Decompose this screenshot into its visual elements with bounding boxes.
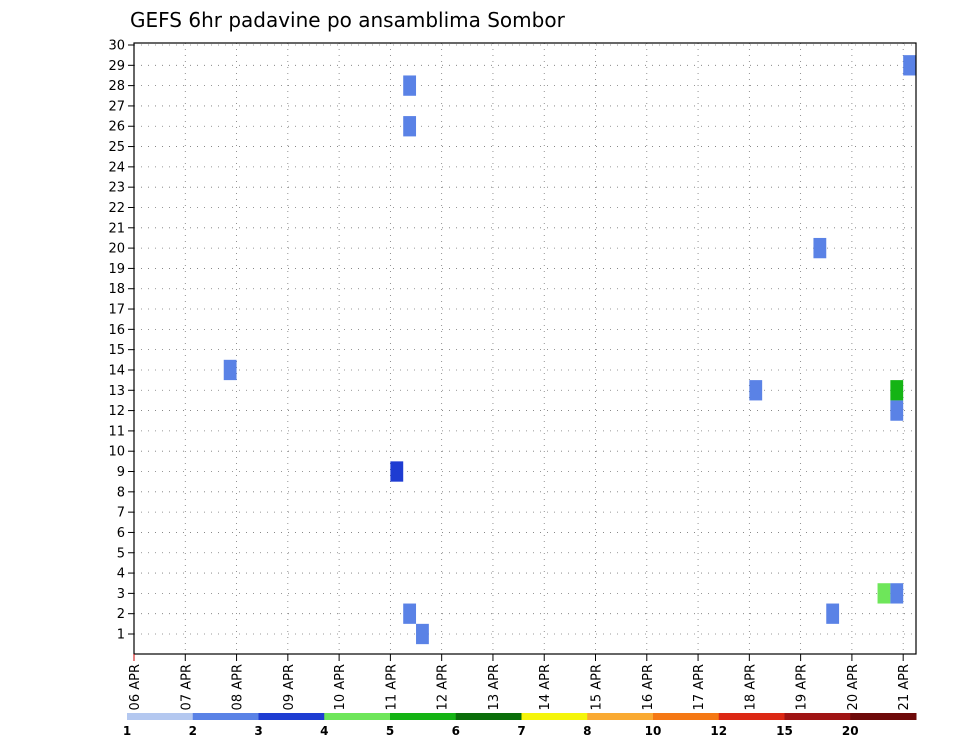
y-tick-label: 12 — [108, 404, 125, 419]
heatmap-cell — [749, 380, 763, 401]
color-scale-label: 2 — [189, 724, 197, 738]
heatmap-cell — [403, 75, 417, 96]
color-scale-label: 8 — [583, 724, 591, 738]
x-tick-label: 06 APR — [128, 664, 143, 710]
color-scale-label: 15 — [776, 724, 793, 738]
y-tick-label: 13 — [108, 384, 125, 399]
color-scale-label: 12 — [710, 724, 727, 738]
y-tick-label: 19 — [108, 262, 125, 277]
y-tick-label: 23 — [108, 181, 125, 196]
color-scale-label: 4 — [320, 724, 328, 738]
x-tick-label: 07 APR — [179, 664, 194, 710]
x-axis-ticks: 06 APR 07 APR 08 APR 09 APR 10 APR 11 APR 12 A… — [128, 654, 912, 710]
color-scale-swatch — [390, 713, 457, 720]
x-tick-label: 11 APR — [384, 664, 399, 710]
x-tick-label: 12 APR — [436, 664, 451, 710]
y-tick-label: 7 — [117, 506, 125, 521]
y-tick-label: 8 — [117, 485, 125, 500]
color-scale-label: 10 — [645, 724, 662, 738]
color-scale-swatch — [718, 713, 785, 720]
color-scale-swatch — [653, 713, 720, 720]
color-scale-label: 1 — [123, 724, 131, 738]
y-tick-label: 22 — [108, 201, 125, 216]
y-tick-label: 17 — [108, 303, 125, 318]
y-tick-label: 30 — [108, 39, 125, 54]
y-tick-label: 2 — [117, 607, 125, 622]
x-tick-label: 16 APR — [641, 664, 656, 710]
y-tick-label: 4 — [117, 567, 125, 582]
y-tick-label: 27 — [108, 99, 125, 114]
x-tick-label: 08 APR — [231, 664, 246, 710]
x-tick-label: 10 APR — [333, 664, 348, 710]
color-scale-swatch — [455, 713, 522, 720]
y-tick-label: 5 — [117, 546, 125, 561]
y-tick-label: 21 — [108, 221, 125, 236]
y-tick-label: 20 — [108, 242, 125, 257]
color-scale-label: 20 — [842, 724, 859, 738]
color-scale-swatch — [192, 713, 259, 720]
y-tick-label: 26 — [108, 120, 125, 135]
x-tick-label: 17 APR — [692, 664, 707, 710]
y-axis-ticks: 1234567891011121314151617181920212223242… — [108, 39, 134, 643]
color-scale-swatch — [850, 713, 917, 720]
y-tick-label: 6 — [117, 526, 125, 541]
y-tick-label: 10 — [108, 445, 125, 460]
heatmap-cell — [390, 461, 404, 482]
color-scale-label: 7 — [517, 724, 525, 738]
x-tick-label: 19 APR — [795, 664, 810, 710]
heatmap-cell — [223, 359, 237, 381]
y-tick-label: 1 — [117, 628, 125, 643]
heatmap-cell — [826, 603, 840, 624]
x-tick-label: 18 APR — [743, 664, 758, 710]
heatmap-cell — [877, 583, 891, 604]
heatmap-cell — [890, 583, 904, 604]
chart-title: GEFS 6hr padavine po ansamblima Sombor — [130, 8, 566, 32]
grid-lines — [134, 43, 916, 654]
color-scale-label: 3 — [254, 724, 262, 738]
color-scale-swatch — [324, 713, 391, 720]
y-tick-label: 25 — [108, 140, 125, 155]
x-tick-label: 21 APR — [897, 664, 912, 710]
y-tick-label: 24 — [108, 160, 125, 175]
heatmap-cell — [403, 603, 417, 624]
color-scale-swatch — [258, 713, 325, 720]
color-scale-label: 5 — [386, 724, 394, 738]
heatmap-cell — [903, 55, 916, 76]
y-tick-label: 9 — [117, 465, 125, 480]
heatmap-cell — [890, 380, 904, 401]
x-tick-label: 20 APR — [846, 664, 861, 710]
x-tick-label: 13 APR — [487, 664, 502, 710]
heatmap-cells — [223, 55, 916, 645]
y-tick-label: 14 — [108, 363, 125, 378]
color-scale-swatch — [587, 713, 654, 720]
color-scale-swatch — [784, 713, 851, 720]
heatmap-cell — [403, 116, 417, 137]
heatmap-cell — [416, 623, 429, 645]
plot-frame — [133, 42, 917, 655]
y-tick-label: 18 — [108, 282, 125, 297]
heatmap-cell — [813, 237, 827, 259]
color-scale-swatch — [521, 713, 588, 720]
y-tick-label: 28 — [108, 79, 125, 94]
x-tick-label: 14 APR — [538, 664, 553, 710]
heatmap-cell — [890, 400, 904, 421]
color-scale-bar: 1 2 3 4 5 6 7 8 10 12 15 20 — [123, 713, 917, 738]
color-scale-label: 6 — [452, 724, 460, 738]
x-tick-label: 09 APR — [282, 664, 297, 710]
y-tick-label: 16 — [108, 323, 125, 338]
y-tick-label: 15 — [108, 343, 125, 358]
x-tick-label: 15 APR — [590, 664, 605, 710]
color-scale-swatch — [127, 713, 194, 720]
y-tick-label: 11 — [108, 424, 125, 439]
y-tick-label: 29 — [108, 59, 125, 74]
y-tick-label: 3 — [117, 587, 125, 602]
